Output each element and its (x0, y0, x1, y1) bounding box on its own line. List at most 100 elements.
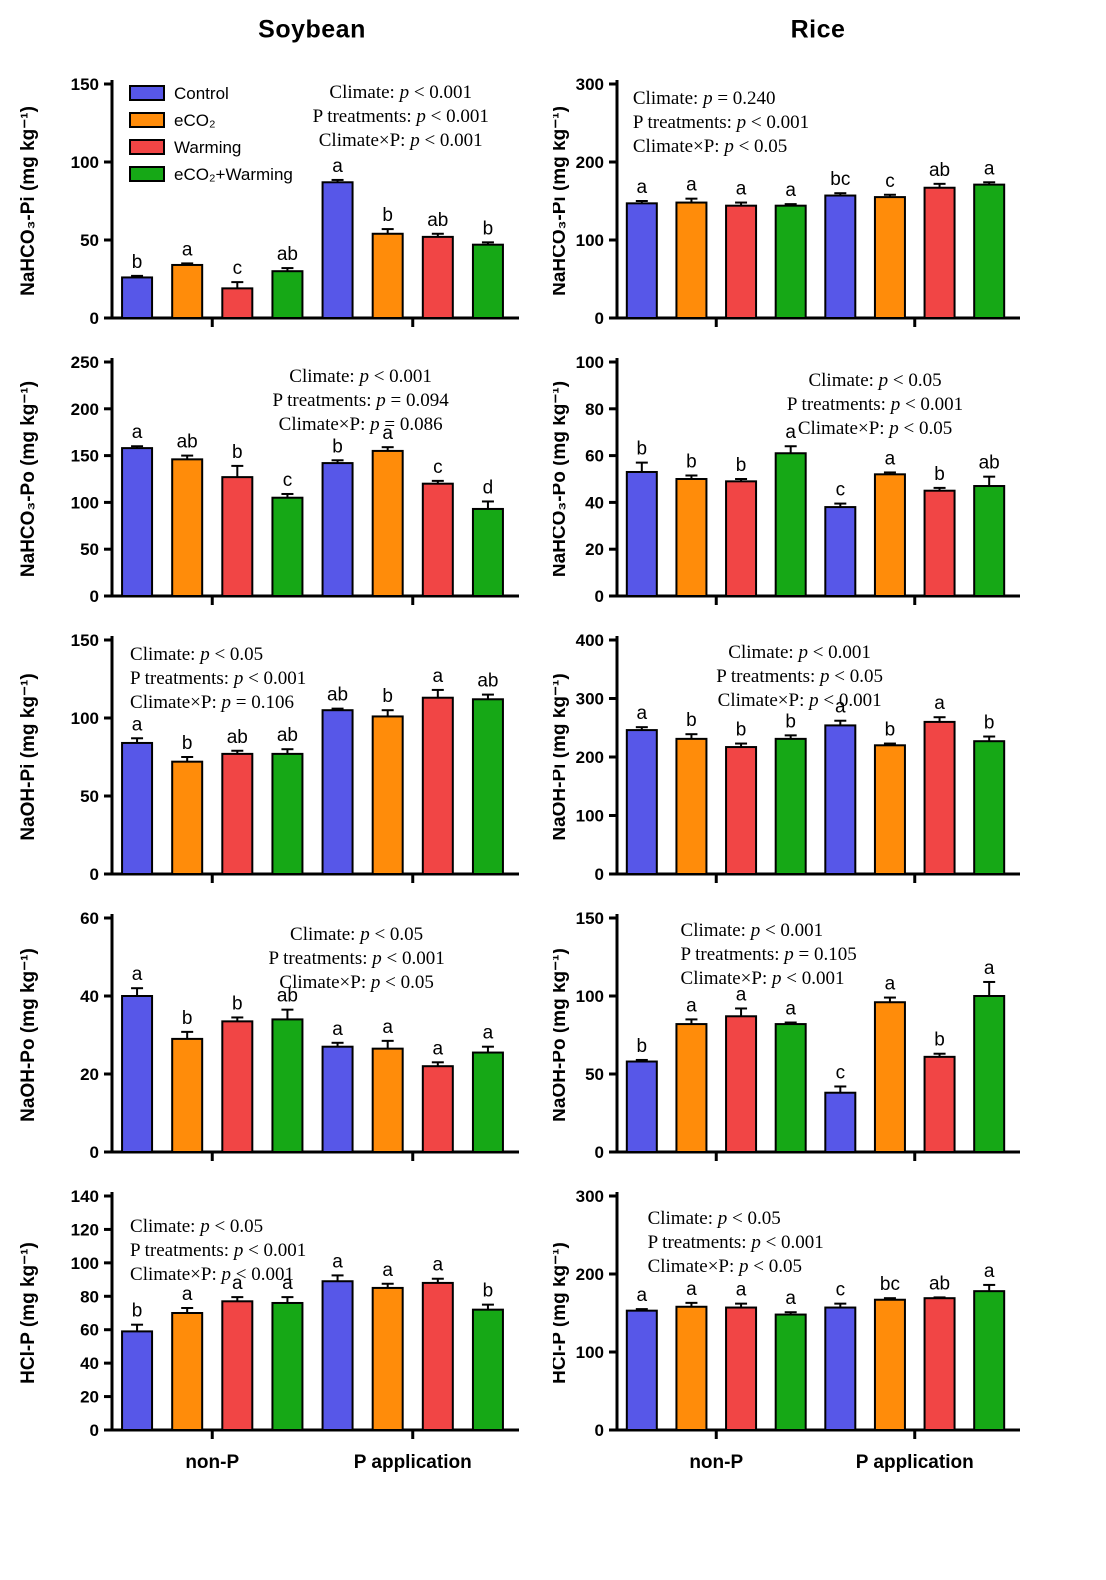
bar-rice-hcl-p-1-0 (675, 1305, 708, 1431)
stats-line: Climate×P: p < 0.05 (798, 418, 952, 439)
stats-line: P treatments: p < 0.001 (648, 1232, 824, 1253)
sig-letter: a (785, 180, 796, 201)
y-axis-title: NaOH-Pi (mg kg⁻¹) (553, 673, 570, 840)
bar-rice-nahco3-po-3-1 (973, 485, 1006, 598)
sig-letter: b (483, 1281, 494, 1302)
sig-letter: b (934, 1030, 945, 1051)
sig-letter: ab (929, 160, 950, 181)
bar-rice-hcl-p-0-1 (824, 1306, 857, 1431)
chart-soybean-naoh-po: 0 20 40 60 NaOH-Po (mg kg⁻¹) a b b ab a a a a Climate… (0, 898, 553, 1176)
sig-letter: a (382, 1260, 393, 1281)
stats-line: Climate×P: p < 0.001 (130, 1264, 294, 1285)
bar-soybean-hcl-p-2-1 (421, 1281, 454, 1431)
sig-letter: ab (327, 685, 348, 706)
bar-rice-hcl-p-3-0 (774, 1313, 807, 1431)
bar-soybean-naoh-po-2-1 (421, 1065, 454, 1153)
y-tick-label: 0 (595, 587, 604, 606)
column-title-cell-soybean: Soybean (0, 0, 553, 64)
stats-line: Climate: p < 0.001 (728, 642, 871, 663)
sig-letter: a (132, 964, 143, 985)
bar-soybean-naoh-pi-1-0 (171, 760, 204, 875)
stats-line: Climate: p < 0.05 (130, 1216, 263, 1237)
chart-soybean-naoh-pi: 0 50 100 150 NaOH-Pi (mg kg⁻¹) a b ab ab ab b a ab Cl… (0, 620, 553, 898)
y-tick-label: 0 (90, 865, 99, 884)
sig-letter: a (984, 1261, 995, 1282)
x-group-label: P application (856, 1452, 974, 1473)
sig-letter: ab (277, 725, 298, 746)
sig-letter: a (332, 1251, 343, 1272)
y-tick-label: 250 (71, 353, 99, 372)
sig-letter: bc (830, 169, 850, 190)
bar-soybean-nahco3-pi-1-0 (171, 263, 204, 320)
bar-soybean-nahco3-po-1-1 (371, 449, 404, 597)
bar-soybean-nahco3-po-3-0 (271, 496, 304, 597)
bar-soybean-nahco3-pi-2-1 (421, 235, 454, 320)
stats-line: P treatments: p < 0.001 (633, 112, 809, 133)
y-tick-label: 0 (90, 309, 99, 328)
sig-letter: ab (477, 671, 498, 692)
sig-letter: c (433, 457, 443, 478)
y-axis-title: NaHCO₃-Po (mg kg⁻¹) (553, 381, 570, 577)
stats-line: P treatments: p < 0.001 (130, 668, 306, 689)
y-tick-label: 40 (80, 987, 99, 1006)
y-tick-label: 150 (576, 909, 604, 928)
legend-label-2: eCO₂ (174, 111, 216, 130)
stats-line: P treatments: p = 0.105 (681, 944, 857, 965)
charts-grid: 0 50 100 150 NaHCO₃-Pi (mg kg⁻¹) b a c ab a b ab b Cl… (0, 64, 1106, 1566)
bar-soybean-nahco3-pi-0-1 (321, 181, 354, 319)
bar-rice-nahco3-pi-1-1 (873, 196, 906, 320)
bar-rice-naoh-po-0-1 (824, 1091, 857, 1153)
sig-letter: ab (277, 244, 298, 265)
sig-letter: ab (227, 727, 248, 748)
y-tick-label: 80 (585, 400, 604, 419)
chart-svg-soybean-hcl-p: 0 20 40 60 80 100 120 140 HCl-P (mg kg⁻¹) non-P b a… (18, 1187, 519, 1473)
sig-letter: ab (277, 986, 298, 1007)
bar-rice-naoh-pi-1-1 (873, 744, 906, 875)
y-tick-label: 300 (576, 690, 604, 709)
sig-letter: b (785, 711, 796, 732)
bar-rice-hcl-p-3-1 (973, 1290, 1006, 1431)
bar-rice-naoh-po-3-0 (774, 1023, 807, 1153)
y-tick-label: 400 (576, 631, 604, 650)
stats-line: P treatments: p < 0.001 (130, 1240, 306, 1261)
chart-svg-rice-hcl-p: 0 100 200 300 HCl-P (mg kg⁻¹) non-P a a a a P appl… (553, 1187, 1020, 1473)
sig-letter: b (232, 442, 243, 463)
sig-letter: a (934, 693, 945, 714)
bar-soybean-nahco3-pi-1-1 (371, 232, 404, 319)
sig-letter: b (984, 713, 995, 734)
bar-soybean-naoh-pi-0-0 (121, 741, 154, 875)
stats-line: Climate: p < 0.05 (648, 1208, 781, 1229)
y-tick-label: 0 (595, 309, 604, 328)
bar-soybean-naoh-pi-3-0 (271, 752, 304, 876)
bar-rice-naoh-pi-0-1 (824, 724, 857, 875)
y-tick-label: 0 (90, 1143, 99, 1162)
sig-letter: a (382, 1017, 393, 1038)
y-tick-label: 140 (71, 1187, 99, 1206)
sig-letter: ab (929, 1273, 950, 1294)
bar-soybean-hcl-p-1-1 (371, 1286, 404, 1431)
y-axis-title: NaOH-Pi (mg kg⁻¹) (18, 673, 39, 840)
chart-svg-soybean-nahco3-po: 0 50 100 150 200 250 NaHCO₃-Po (mg kg⁻¹) a ab b c b… (18, 353, 519, 606)
y-axis-title: NaHCO₃-Po (mg kg⁻¹) (18, 381, 39, 577)
stats-line: Climate: p < 0.05 (290, 924, 423, 945)
bar-rice-naoh-pi-3-1 (973, 740, 1006, 875)
bar-soybean-hcl-p-3-0 (271, 1301, 304, 1431)
sig-letter: b (182, 733, 193, 754)
y-tick-label: 100 (71, 153, 99, 172)
sig-letter: a (736, 1280, 747, 1301)
bar-rice-nahco3-pi-2-0 (725, 204, 758, 319)
stats-line: P treatments: p < 0.001 (313, 106, 489, 127)
bar-soybean-nahco3-po-1-0 (171, 458, 204, 598)
y-tick-label: 20 (585, 540, 604, 559)
legend-label-1: Control (174, 84, 229, 103)
y-tick-label: 100 (71, 493, 99, 512)
stats-line: Climate×P: p < 0.05 (279, 972, 433, 993)
x-group-label: non-P (185, 1452, 239, 1473)
sig-letter: a (984, 958, 995, 979)
y-tick-label: 300 (576, 1187, 604, 1206)
sig-letter: a (835, 697, 846, 718)
